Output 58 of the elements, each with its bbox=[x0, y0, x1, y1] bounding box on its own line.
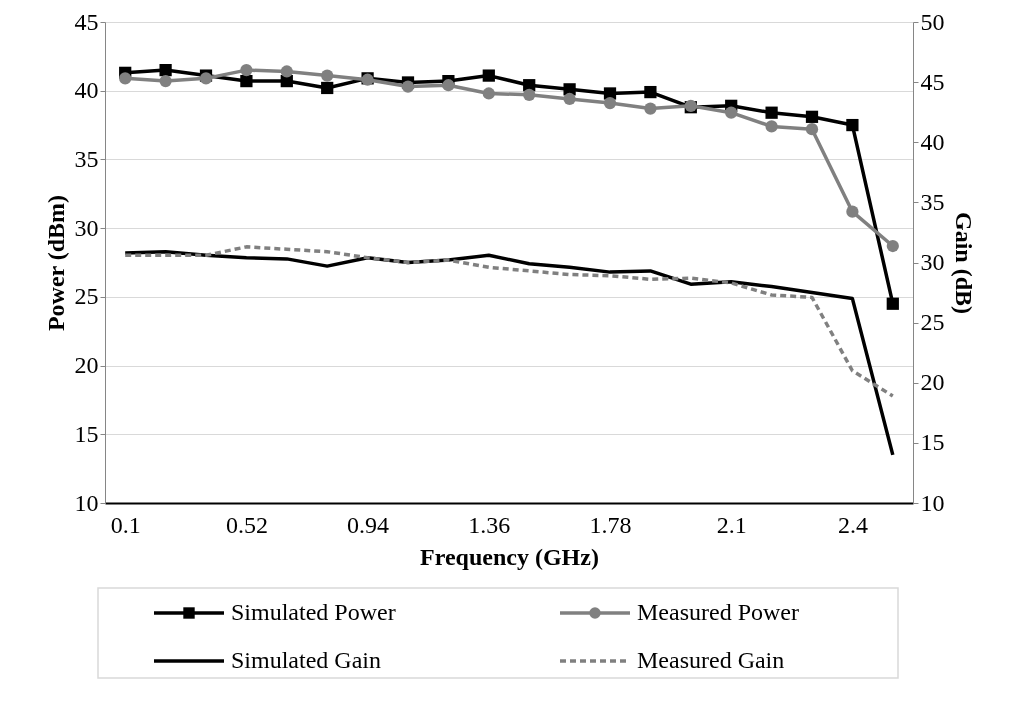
y-tick-label: 15 bbox=[74, 420, 99, 447]
x-axis-title: Frequency (GHz) bbox=[420, 543, 599, 570]
point bbox=[725, 106, 738, 119]
x-tick-label: 2.4 bbox=[837, 511, 868, 538]
point bbox=[280, 65, 293, 78]
point bbox=[482, 69, 495, 82]
point bbox=[846, 205, 859, 218]
x-tick-label: 2.1 bbox=[716, 511, 747, 538]
point bbox=[240, 63, 253, 77]
point bbox=[886, 239, 899, 253]
y2-tick-label: 10 bbox=[920, 489, 945, 516]
point bbox=[442, 79, 455, 92]
x-tick-label: 0.52 bbox=[225, 511, 268, 538]
line-series bbox=[123, 245, 895, 398]
point bbox=[321, 69, 334, 82]
point bbox=[644, 102, 657, 115]
point bbox=[805, 110, 819, 123]
point bbox=[482, 87, 495, 100]
point bbox=[805, 123, 819, 136]
legend-label: Simulated Power bbox=[231, 599, 396, 625]
y-tick-label: 30 bbox=[74, 214, 99, 241]
y-tick-label: 20 bbox=[74, 352, 99, 379]
y2-tick-label: 20 bbox=[920, 369, 945, 396]
point bbox=[240, 74, 253, 88]
point bbox=[765, 106, 778, 119]
x-tick-label: 1.36 bbox=[468, 511, 511, 538]
y-tick-label: 25 bbox=[74, 283, 99, 310]
point bbox=[644, 85, 657, 99]
legend-label: Measured Power bbox=[637, 599, 799, 625]
y-tick-label: 45 bbox=[74, 8, 99, 35]
y2-axis-title: Gain (dB) bbox=[950, 211, 977, 315]
legend-label: Simulated Gain bbox=[231, 647, 381, 673]
point bbox=[765, 120, 778, 133]
point bbox=[563, 92, 576, 106]
point bbox=[159, 74, 172, 88]
point bbox=[119, 72, 132, 85]
y2-tick-label: 45 bbox=[920, 68, 945, 95]
y2-tick-label: 30 bbox=[920, 249, 945, 275]
legend-label: Measured Gain bbox=[637, 647, 785, 673]
point bbox=[886, 297, 899, 310]
y-axis-title: Power (dBm) bbox=[42, 194, 69, 332]
point bbox=[321, 81, 334, 95]
y-tick-label: 10 bbox=[74, 489, 99, 516]
y2-tick-label: 50 bbox=[920, 8, 945, 35]
point bbox=[603, 96, 617, 110]
y-tick-label: 40 bbox=[74, 77, 99, 104]
point bbox=[401, 80, 415, 93]
point bbox=[523, 88, 536, 101]
y-tick-label: 35 bbox=[74, 145, 99, 172]
x-tick-label: 0.1 bbox=[110, 511, 141, 538]
y2-tick-label: 35 bbox=[920, 188, 945, 215]
y2-tick-label: 15 bbox=[920, 429, 945, 456]
y2-tick-label: 40 bbox=[920, 128, 945, 155]
x-tick-label: 1.78 bbox=[589, 511, 632, 538]
point bbox=[846, 118, 859, 132]
point bbox=[159, 63, 172, 77]
x-tick-label: 0.94 bbox=[347, 511, 390, 538]
y2-tick-label: 25 bbox=[920, 309, 945, 336]
